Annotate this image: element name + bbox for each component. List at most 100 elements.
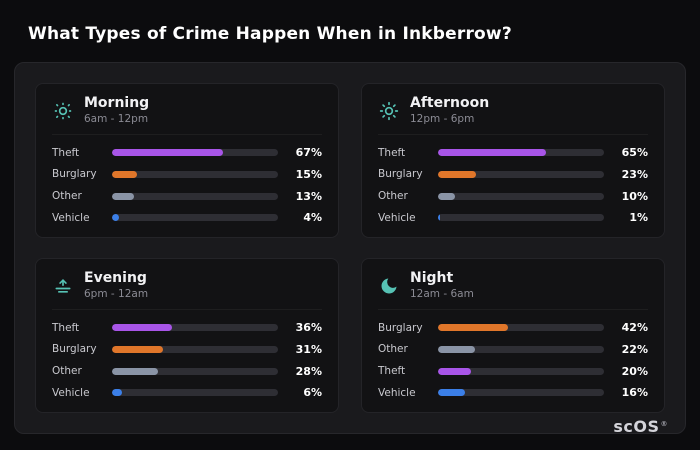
crime-value: 67% <box>295 146 322 160</box>
crime-rows: Theft 67% Burglary 15% Other 13% Vehicle… <box>52 141 322 229</box>
card-title: Afternoon <box>410 95 490 111</box>
crime-value: 16% <box>621 386 648 400</box>
card-header: Morning 6am - 12pm <box>52 95 322 136</box>
crime-label: Other <box>52 190 82 203</box>
bar-fill <box>112 192 134 200</box>
crime-rows: Theft 65% Burglary 23% Other 10% Vehicle… <box>378 141 648 229</box>
page-title: What Types of Crime Happen When in Inkbe… <box>28 24 512 44</box>
crime-value: 10% <box>621 189 648 203</box>
card-header: Night 12am - 6am <box>378 270 648 311</box>
bar-track <box>112 367 278 375</box>
bar-fill <box>438 192 455 200</box>
crime-label: Vehicle <box>378 386 416 399</box>
crime-row: Vehicle 1% <box>378 211 648 224</box>
card-title: Morning <box>84 95 150 111</box>
bar-fill <box>438 389 465 397</box>
bar-fill <box>438 214 440 222</box>
crime-value: 6% <box>303 386 322 400</box>
bar-track <box>112 324 278 332</box>
bar-track <box>438 389 604 397</box>
crime-label: Theft <box>378 365 406 378</box>
card-header: Afternoon 12pm - 6pm <box>378 95 648 136</box>
crime-label: Burglary <box>378 168 423 181</box>
crime-label: Burglary <box>52 168 97 181</box>
crime-row: Vehicle 6% <box>52 386 322 399</box>
crime-row: Theft 65% <box>378 146 648 159</box>
bar-track <box>112 345 278 353</box>
bar-fill <box>438 324 508 332</box>
bar-track <box>112 192 278 200</box>
bar-track <box>438 192 604 200</box>
bar-track <box>438 149 604 157</box>
crime-row: Other 10% <box>378 190 648 203</box>
crime-label: Other <box>378 190 408 203</box>
brand-logo: scOS® <box>613 417 668 436</box>
crime-rows: Burglary 42% Other 22% Theft 20% Vehicle… <box>378 316 648 404</box>
bar-track <box>112 389 278 397</box>
crime-row: Other 13% <box>52 190 322 203</box>
crime-row: Theft 36% <box>52 321 322 334</box>
bar-track <box>112 214 278 222</box>
crime-value: 13% <box>295 189 322 203</box>
crime-row: Burglary 15% <box>52 168 322 181</box>
bar-track <box>112 170 278 178</box>
crime-row: Vehicle 4% <box>52 211 322 224</box>
time-period-card: Evening 6pm - 12am Theft 36% Burglary 31… <box>35 258 339 413</box>
card-subtitle: 6pm - 12am <box>84 288 149 301</box>
sun-dim-icon <box>52 100 74 122</box>
crime-label: Theft <box>52 321 80 334</box>
bar-track <box>438 367 604 375</box>
crime-value: 1% <box>629 211 648 225</box>
crime-value: 28% <box>295 364 322 378</box>
crime-value: 31% <box>295 342 322 356</box>
bar-fill <box>112 149 224 157</box>
crime-label: Vehicle <box>52 211 90 224</box>
card-subtitle: 12pm - 6pm <box>410 113 475 126</box>
sunset-icon <box>52 275 74 297</box>
crime-value: 22% <box>621 342 648 356</box>
crime-value: 15% <box>295 167 322 181</box>
dashboard-panel: Morning 6am - 12pm Theft 67% Burglary 15… <box>14 62 686 434</box>
registered-mark: ® <box>660 419 668 428</box>
bar-track <box>438 345 604 353</box>
crime-rows: Theft 36% Burglary 31% Other 28% Vehicle… <box>52 316 322 404</box>
bar-fill <box>112 367 159 375</box>
time-period-card: Night 12am - 6am Burglary 42% Other 22% … <box>361 258 665 413</box>
crime-value: 36% <box>295 321 322 335</box>
card-title: Night <box>410 270 454 286</box>
card-header: Evening 6pm - 12am <box>52 270 322 311</box>
crime-label: Vehicle <box>378 211 416 224</box>
crime-row: Theft 67% <box>52 146 322 159</box>
bar-track <box>438 324 604 332</box>
brand-text: scOS <box>613 417 660 436</box>
moon-icon <box>378 275 400 297</box>
crime-label: Theft <box>52 146 80 159</box>
crime-row: Other 22% <box>378 343 648 356</box>
crime-label: Burglary <box>378 321 423 334</box>
crime-label: Vehicle <box>52 386 90 399</box>
time-period-card: Morning 6am - 12pm Theft 67% Burglary 15… <box>35 83 339 238</box>
crime-label: Other <box>378 343 408 356</box>
card-title: Evening <box>84 270 147 286</box>
bar-fill <box>438 345 475 353</box>
crime-row: Vehicle 16% <box>378 386 648 399</box>
card-subtitle: 12am - 6am <box>410 288 474 301</box>
bar-fill <box>112 389 122 397</box>
crime-value: 42% <box>621 321 648 335</box>
crime-label: Other <box>52 365 82 378</box>
bar-fill <box>438 367 472 375</box>
crime-row: Burglary 23% <box>378 168 648 181</box>
sun-icon <box>378 100 400 122</box>
bar-track <box>438 214 604 222</box>
bar-track <box>438 170 604 178</box>
crime-value: 65% <box>621 146 648 160</box>
bar-fill <box>112 214 119 222</box>
crime-value: 23% <box>621 167 648 181</box>
crime-row: Burglary 31% <box>52 343 322 356</box>
bar-fill <box>112 324 172 332</box>
card-subtitle: 6am - 12pm <box>84 113 149 126</box>
crime-label: Burglary <box>52 343 97 356</box>
crime-value: 20% <box>621 364 648 378</box>
bar-fill <box>112 170 137 178</box>
bar-track <box>112 149 278 157</box>
